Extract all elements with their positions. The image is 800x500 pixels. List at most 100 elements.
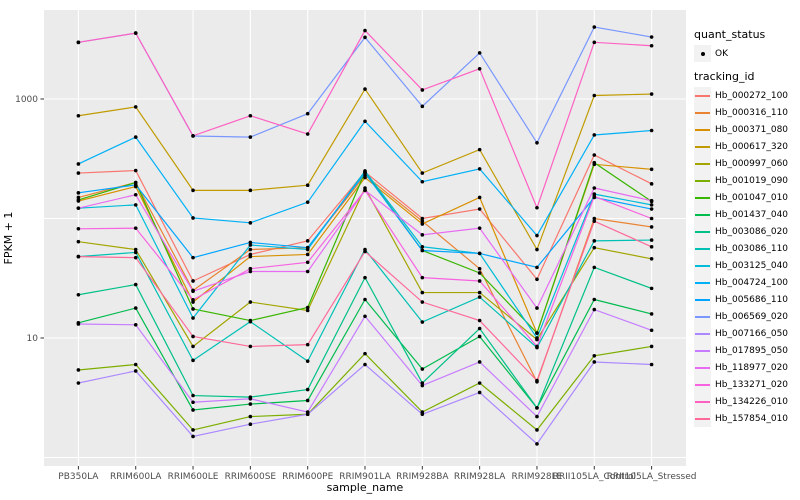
- data-point: [76, 239, 81, 244]
- data-point: [592, 360, 597, 364]
- data-point: [248, 396, 253, 401]
- x-axis-tick-label: RRIM600PE: [282, 472, 334, 482]
- legend-item-label: Hb_006569_020: [715, 311, 789, 322]
- data-point: [420, 216, 425, 221]
- point-marker-icon: [700, 51, 705, 56]
- series-points-Hb_004724_100: [76, 119, 654, 238]
- x-axis-tick-label: PB350LA: [58, 472, 99, 482]
- series-points-Hb_000617_320: [76, 87, 654, 252]
- y-axis-title: FPKM + 1: [2, 212, 15, 265]
- data-point: [477, 279, 482, 283]
- data-point: [592, 186, 597, 190]
- data-point: [191, 344, 195, 349]
- legend-key-line-icon: [695, 248, 710, 250]
- legend-title-tracking-id: tracking_id: [694, 70, 755, 83]
- legend-item-Hb_000316_110: Hb_000316_110: [694, 104, 800, 121]
- legend-key-line-icon: [695, 418, 710, 420]
- legend-key-line-icon: [695, 350, 710, 352]
- data-point: [305, 398, 310, 403]
- data-point: [363, 188, 367, 193]
- data-point: [420, 290, 425, 295]
- x-axis-tick-label: RRII105LA_Stressed: [607, 472, 697, 482]
- series-points-Hb_134226_010: [76, 28, 654, 210]
- legend-key-box: [694, 359, 711, 376]
- data-point: [133, 255, 138, 260]
- x-axis-tick-label: RRIM600LE: [168, 472, 219, 482]
- data-point: [649, 203, 654, 207]
- legend-key-box: [694, 121, 711, 138]
- y-axis-tick-labels: 1000 10: [15, 95, 38, 344]
- legend-key-box: [694, 393, 711, 410]
- legend-key-line-icon: [695, 231, 710, 233]
- data-point: [535, 306, 539, 310]
- legend-item-Hb_001019_090: Hb_001019_090: [694, 172, 800, 189]
- x-axis-tick-label: RRIM600SE: [225, 472, 277, 482]
- data-point: [363, 249, 367, 254]
- y-axis-tick-label: 1000: [15, 95, 38, 105]
- data-point: [305, 342, 310, 347]
- data-point: [248, 344, 253, 349]
- data-point: [592, 239, 597, 243]
- data-point: [191, 255, 195, 260]
- data-point: [592, 297, 597, 302]
- legend-key-line-icon: [695, 95, 710, 97]
- data-point: [649, 216, 654, 221]
- legend-key-box: [694, 240, 711, 257]
- axis-ticks: [40, 98, 653, 470]
- legend-key-box: [694, 274, 711, 291]
- data-point: [535, 141, 539, 145]
- data-point: [477, 167, 482, 171]
- data-point: [649, 92, 654, 96]
- data-point: [477, 295, 482, 299]
- legend-key-line-icon: [695, 129, 710, 131]
- data-point: [420, 300, 425, 304]
- data-point: [191, 297, 195, 302]
- data-point: [76, 368, 81, 372]
- legend-key-box: [694, 138, 711, 155]
- data-point: [248, 269, 253, 274]
- series-points-Hb_007166_050: [76, 360, 654, 446]
- legend-item-Hb_001047_010: Hb_001047_010: [694, 189, 800, 206]
- data-point: [535, 442, 539, 446]
- data-point: [191, 307, 195, 311]
- data-point: [477, 334, 482, 339]
- data-point: [133, 306, 138, 310]
- legend-item-label: Hb_004724_100: [715, 277, 789, 288]
- data-point: [649, 344, 654, 349]
- data-point: [649, 238, 654, 242]
- data-point: [477, 290, 482, 295]
- data-point: [592, 25, 597, 29]
- legend-key-line-icon: [695, 265, 710, 267]
- legend-key-box: [694, 308, 711, 325]
- data-point: [477, 195, 482, 200]
- legend: quant_status OK tracking_id Hb_000272_10…: [694, 28, 800, 427]
- x-axis-tick-label: RRII105LA_Control: [553, 472, 636, 482]
- data-point: [363, 275, 367, 280]
- legend-item-Hb_007166_050: Hb_007166_050: [694, 325, 800, 342]
- data-point: [477, 326, 482, 331]
- data-point: [363, 297, 367, 302]
- series-points-Hb_017895_050: [76, 307, 654, 419]
- data-point: [592, 353, 597, 358]
- legend-item-Hb_000371_080: Hb_000371_080: [694, 121, 800, 138]
- data-point: [420, 171, 425, 175]
- data-point: [363, 87, 367, 91]
- data-point: [248, 266, 253, 271]
- data-point: [649, 257, 654, 261]
- data-point: [76, 191, 81, 195]
- data-point: [305, 260, 310, 265]
- data-point: [535, 336, 539, 340]
- data-point: [76, 254, 81, 259]
- legend-item-ok: OK: [694, 45, 800, 62]
- series-points-Hb_001437_040: [76, 297, 654, 412]
- legend-key-line-icon: [695, 316, 710, 318]
- data-point: [133, 250, 138, 255]
- data-point: [76, 198, 81, 202]
- data-point: [305, 239, 310, 243]
- legend-key-line-icon: [695, 214, 710, 216]
- legend-item-label: Hb_133271_020: [715, 379, 789, 390]
- legend-key-line-icon: [695, 333, 710, 335]
- data-point: [76, 226, 81, 231]
